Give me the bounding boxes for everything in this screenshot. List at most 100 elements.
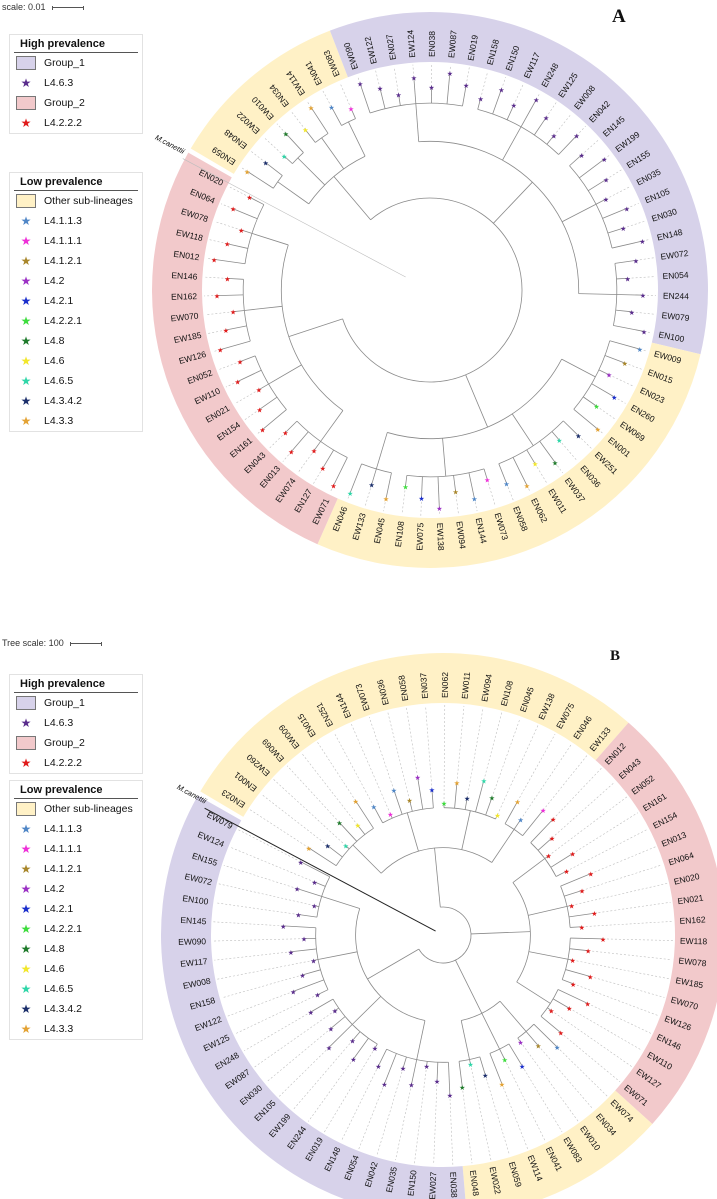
legend-label: Group_2 bbox=[44, 737, 85, 749]
star-icon: ★ bbox=[308, 1009, 314, 1017]
panel-letter-b: B bbox=[610, 648, 621, 664]
star-icon: ★ bbox=[524, 482, 530, 490]
clade-band-other bbox=[190, 30, 348, 174]
scale-label-a: scale: 0.01 bbox=[2, 2, 46, 12]
star-icon: ★ bbox=[320, 465, 326, 473]
star-icon: ★ bbox=[20, 394, 32, 408]
star-icon: ★ bbox=[548, 1008, 554, 1016]
star-icon: ★ bbox=[603, 176, 609, 184]
tip-label: EN244 bbox=[663, 291, 689, 302]
tip-markers: ★ ★ ★ ★ ★ ★ ★ ★ ★ ★ ★ ★ ★ ★ ★ ★ ★ ★ ★ ★ ★ ★ ★ ★ ★ ★ ★ ★ ★ ★ ★ ★ ★ ★ ★ ★ ★ ★ ★ ★… bbox=[280, 774, 606, 1100]
star-icon: ★ bbox=[224, 241, 230, 249]
star-icon: ★ bbox=[20, 1022, 32, 1036]
star-icon: ★ bbox=[377, 85, 383, 93]
star-icon: ★ bbox=[550, 816, 556, 824]
legend-swatch bbox=[16, 696, 36, 710]
star-icon: ★ bbox=[223, 327, 229, 335]
star-icon: ★ bbox=[575, 433, 581, 441]
star-icon: ★ bbox=[595, 426, 601, 434]
legend-item-l4-2-1: ★ L4.2.1 bbox=[10, 291, 142, 311]
legend-low-b: Low prevalence Other sub-lineages ★ L4.1.1… bbox=[9, 780, 143, 1040]
star-icon: ★ bbox=[328, 1025, 334, 1033]
star-icon: ★ bbox=[639, 238, 645, 246]
scale-bar-line-b bbox=[69, 641, 102, 646]
star-icon: ★ bbox=[467, 1061, 473, 1069]
star-icon: ★ bbox=[369, 481, 375, 489]
star-icon: ★ bbox=[20, 962, 32, 976]
legend-item-l4-3-3: ★ L4.3.3 bbox=[10, 411, 142, 431]
star-icon: ★ bbox=[20, 274, 32, 288]
tip-label: EW075 bbox=[414, 522, 425, 551]
star-icon: ★ bbox=[246, 194, 252, 202]
star-icon: ★ bbox=[471, 495, 477, 503]
star-icon: ★ bbox=[381, 1081, 387, 1089]
clade-bands bbox=[152, 11, 708, 568]
star-icon: ★ bbox=[20, 374, 32, 388]
star-icon: ★ bbox=[310, 957, 316, 965]
star-icon: ★ bbox=[436, 505, 442, 513]
star-icon: ★ bbox=[230, 309, 236, 317]
star-icon: ★ bbox=[301, 936, 307, 944]
star-icon: ★ bbox=[299, 972, 305, 980]
star-icon: ★ bbox=[587, 974, 593, 982]
tip-label: EW087 bbox=[446, 29, 459, 58]
star-icon: ★ bbox=[434, 1078, 440, 1086]
star-icon: ★ bbox=[330, 482, 336, 490]
star-icon: ★ bbox=[20, 756, 32, 770]
star-icon: ★ bbox=[482, 1072, 488, 1080]
tip-label: EN162 bbox=[679, 914, 706, 926]
star-icon: ★ bbox=[633, 257, 639, 265]
legend-high-a: High prevalence Group_1 ★ L4.6.3 Group_2 ★ L4… bbox=[9, 34, 143, 134]
legend-label: Group_1 bbox=[44, 697, 85, 709]
star-icon: ★ bbox=[566, 1005, 572, 1013]
star-icon: ★ bbox=[371, 803, 377, 811]
star-icon: ★ bbox=[569, 957, 575, 965]
legend-item-l4-6: ★ L4.6 bbox=[10, 351, 142, 371]
tip-label: EW094 bbox=[479, 673, 494, 702]
star-icon: ★ bbox=[428, 84, 434, 92]
legend-label: L4.8 bbox=[44, 335, 65, 347]
star-icon: ★ bbox=[423, 1063, 429, 1071]
star-icon: ★ bbox=[20, 334, 32, 348]
tip-label: EW078 bbox=[678, 955, 707, 968]
tip-label: EN145 bbox=[180, 915, 207, 926]
star-icon: ★ bbox=[280, 923, 286, 931]
legend-item-l4-1-1-1: ★ L4.1.1.1 bbox=[10, 231, 142, 251]
tip-label: EN027 bbox=[384, 33, 398, 61]
star-icon: ★ bbox=[640, 292, 646, 300]
legend-label: L4.6.3 bbox=[44, 77, 74, 89]
star-icon: ★ bbox=[294, 886, 300, 894]
star-icon: ★ bbox=[418, 495, 424, 503]
tip-label: EN108 bbox=[393, 520, 406, 547]
star-icon: ★ bbox=[224, 275, 230, 283]
star-icon: ★ bbox=[579, 924, 585, 932]
star-icon: ★ bbox=[447, 70, 453, 78]
tip-label: EN162 bbox=[171, 291, 198, 302]
tree-a-canvas: M.canettii★★★★★★ ★ ★★★★★★★★★★★★★★ ★★★★★★★★★… bbox=[152, 11, 708, 568]
star-icon: ★ bbox=[391, 787, 397, 795]
star-icon: ★ bbox=[484, 477, 490, 485]
outgroup-label: M.canettii bbox=[175, 783, 208, 806]
star-icon: ★ bbox=[606, 372, 612, 380]
legend-item-l4-2-1: ★ L4.2.1 bbox=[10, 899, 142, 919]
star-icon: ★ bbox=[324, 843, 330, 851]
star-icon: ★ bbox=[20, 294, 32, 308]
star-icon: ★ bbox=[298, 859, 304, 867]
star-icon: ★ bbox=[452, 488, 458, 496]
star-icon: ★ bbox=[314, 992, 320, 1000]
star-icon: ★ bbox=[570, 981, 576, 989]
star-icon: ★ bbox=[624, 205, 630, 213]
legend-label: L4.6.5 bbox=[44, 983, 74, 995]
star-icon: ★ bbox=[514, 798, 520, 806]
star-icon: ★ bbox=[603, 196, 609, 204]
star-icon: ★ bbox=[464, 795, 470, 803]
legend-label: Group_1 bbox=[44, 57, 85, 69]
star-icon: ★ bbox=[637, 346, 643, 354]
legend-title-low-a: Low prevalence bbox=[14, 173, 138, 191]
star-icon: ★ bbox=[625, 275, 631, 283]
star-icon: ★ bbox=[411, 75, 417, 83]
legend-label: L4.2.2.2 bbox=[44, 117, 82, 129]
star-icon: ★ bbox=[348, 105, 354, 113]
star-icon: ★ bbox=[503, 480, 509, 488]
star-icon: ★ bbox=[302, 127, 308, 135]
